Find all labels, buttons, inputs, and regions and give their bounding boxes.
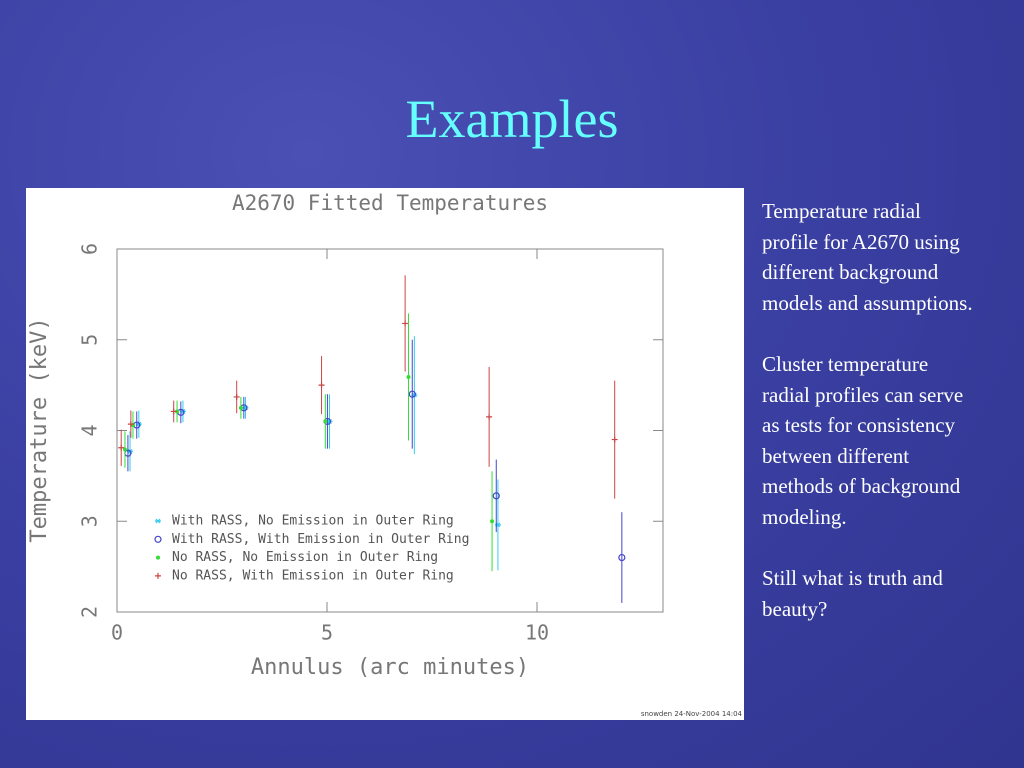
slide-text: Temperature radial profile for A2670 usi… [762,196,977,655]
point [323,419,328,424]
y-tick-label: 6 [78,243,102,255]
point [233,393,240,400]
paragraph: Still what is truth and beauty? [762,566,943,621]
slide-title: Examples [405,89,619,149]
paragraph: Cluster temperature radial profiles can … [762,351,964,529]
x-tick-label: 10 [525,621,549,645]
point [170,408,177,415]
point [492,492,500,500]
point [408,390,416,398]
chart: A2670 Fitted Temperatures Annulus (arc m… [26,188,744,720]
paragraph: Temperature radial profile for A2670 usi… [762,199,973,315]
point [490,519,495,524]
legend-label: With RASS, With Emission in Outer Ring [172,532,469,547]
y-tick-label: 4 [78,424,102,436]
point [318,382,325,389]
x-tick-label: 5 [321,621,333,645]
point [118,444,125,451]
y-tick-label: 5 [78,334,102,346]
point [127,421,134,428]
y-tick-label: 3 [78,515,102,527]
y-axis-label: Temperature (keV) [27,317,52,542]
point [406,374,411,379]
legend-label: No RASS, No Emission in Outer Ring [172,550,438,565]
x-tick-label: 0 [111,621,123,645]
legend-marker [155,518,161,524]
chart-title: A2670 Fitted Temperatures [232,191,548,215]
legend-marker [154,535,162,543]
point [486,413,493,420]
point [611,436,618,443]
legend-marker [155,572,161,579]
point [122,447,127,452]
point [238,405,243,410]
legend-label: No RASS, With Emission in Outer Ring [172,568,454,583]
point [402,320,409,327]
y-tick-label: 2 [78,606,102,618]
point [175,409,180,414]
point [618,553,626,562]
legend-marker [156,555,160,560]
legend-label: With RASS, No Emission in Outer Ring [172,514,454,529]
footnote: snowden 24-Nov-2004 14:04 [641,710,743,718]
x-axis-label: Annulus (arc minutes) [251,655,529,680]
